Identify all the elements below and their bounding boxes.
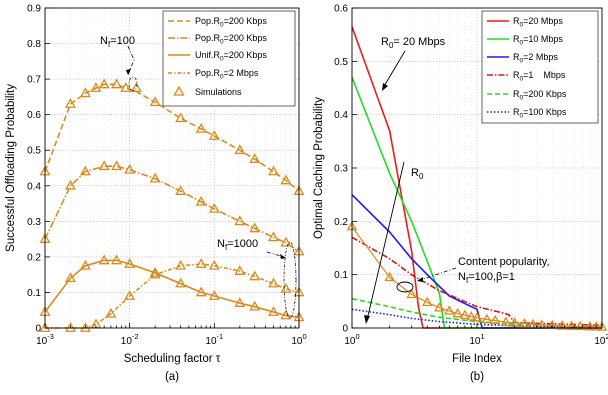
annotation-r0-20mbps-rest: = 20 Mbps — [393, 36, 445, 48]
panel-b-x-axis-label: File Index — [452, 353, 502, 365]
annotation-popularity-line2-rest: =100,β=1 — [468, 271, 515, 283]
annotation-r0-sub: 0 — [419, 172, 424, 181]
y-tick-label: 0.3 — [27, 217, 41, 228]
annotation-r0-20mbps-main: R — [381, 36, 389, 48]
panel-b-label: (b) — [470, 371, 484, 383]
annotation-nf100-rest: =100 — [110, 35, 135, 47]
panel-a-label: (a) — [165, 371, 179, 383]
simulation-marker — [132, 83, 141, 91]
legend-label-rest: =20 Mbps — [523, 16, 563, 26]
y-tick-label: 0.5 — [334, 57, 348, 68]
annotation-popularity-leader — [420, 268, 456, 280]
y-tick-label: 0.6 — [27, 110, 41, 121]
annotation-content-popularity: Content popularity, Nf=100,β=1 — [397, 256, 550, 292]
legend-label-rest: =2 Mbps — [523, 52, 558, 62]
svg-text:Nf=1000: Nf=1000 — [217, 238, 258, 252]
panel-a-simulation-markers — [41, 80, 304, 331]
legend-label: Pop.R — [195, 33, 221, 43]
y-tick-label: 0.2 — [334, 217, 348, 228]
legend-label-rest: =200 Kbps — [523, 89, 567, 99]
annotation-popularity-line1: Content popularity, — [458, 256, 550, 268]
legend-label-rest: =1 Mbps — [523, 70, 566, 80]
svg-text:R0: R0 — [411, 167, 424, 181]
panel-a-y-axis-label: Successful Offloading Probability — [5, 84, 17, 252]
y-tick-label: 0.1 — [27, 288, 41, 299]
x-tick-label: 10-2 — [121, 332, 139, 347]
x-tick-label: 100 — [291, 332, 306, 347]
panel-a-legend: Pop.R0=200 Kbps Pop.R0=200 Kbps Unif.R0=… — [163, 11, 295, 106]
legend-label-rest: =200 Kbps — [224, 33, 268, 43]
legend-label: Unif.R — [195, 50, 221, 60]
series-line-2 — [45, 166, 299, 251]
y-tick-label: 0 — [35, 324, 41, 335]
svg-text:Nf=100: Nf=100 — [100, 35, 135, 49]
y-tick-label: 0.2 — [27, 252, 41, 263]
legend-label: Pop.R — [195, 16, 221, 26]
legend-label-rest: =200 Kbps — [224, 16, 268, 26]
panel-a-x-axis-label: Scheduling factor τ — [124, 353, 221, 365]
annotation-popularity-line2-main: N — [458, 271, 466, 283]
simulation-marker — [112, 162, 121, 170]
annotation-nf1000-main: N — [217, 238, 225, 250]
y-tick-label: 0.8 — [27, 39, 41, 50]
annotation-nf1000-ellipse — [284, 242, 296, 318]
annotation-r0-arrow — [367, 162, 404, 320]
y-tick-label: 0.9 — [27, 4, 41, 15]
panel-a-chart: 10-3 10-2 10-1 100 0 0.1 0.2 0.3 0.4 0.5 0.6 0.7 0.8… — [5, 4, 307, 384]
y-tick-label: 0 — [342, 324, 348, 335]
series-line-4 — [45, 264, 299, 328]
annotation-nf1000-rest: =1000 — [227, 238, 258, 250]
legend-label-rest: =200 Kbps — [224, 50, 268, 60]
y-tick-label: 0.3 — [334, 164, 348, 175]
annotation-r0-20mbps: R0= 20 Mbps — [381, 36, 446, 91]
legend-label-rest: =100 Kbps — [523, 107, 567, 117]
x-tick-label: 101 — [469, 332, 484, 347]
annotation-nf100-main: N — [100, 35, 108, 47]
annotation-r0-main: R — [411, 167, 419, 179]
svg-text:Nf=100,β=1: Nf=100,β=1 — [458, 271, 515, 285]
annotation-r0-20mbps-arrow — [383, 51, 405, 88]
legend-label: Simulations — [195, 87, 242, 97]
x-tick-label: 10-1 — [205, 332, 223, 347]
annotation-popularity-ellipse — [397, 282, 413, 292]
y-tick-label: 0.4 — [334, 110, 348, 121]
y-tick-label: 0.6 — [334, 4, 348, 15]
svg-text:R0= 20 Mbps: R0= 20 Mbps — [381, 36, 446, 50]
panel-b-y-axis-label: Optimal Caching Probability — [313, 97, 325, 239]
panel-b-legend: R0=20 Mbps R0=10 Mbps R0=2 Mbps R0=1 Mbp… — [482, 11, 598, 123]
legend-label-rest: =10 Mbps — [523, 34, 563, 44]
legend-label: Pop.R — [195, 68, 221, 78]
panel-a-series — [45, 84, 299, 328]
legend-label-rest: =2 Mbps — [224, 68, 259, 78]
y-tick-label: 0.7 — [27, 75, 41, 86]
y-tick-label: 0.5 — [27, 146, 41, 157]
x-tick-label: 102 — [594, 332, 608, 347]
annotation-r0-direction: R0 — [364, 162, 424, 324]
annotation-r0-arrowhead — [364, 315, 370, 324]
y-tick-label: 0.1 — [334, 270, 348, 281]
y-tick-label: 0.4 — [27, 181, 41, 192]
